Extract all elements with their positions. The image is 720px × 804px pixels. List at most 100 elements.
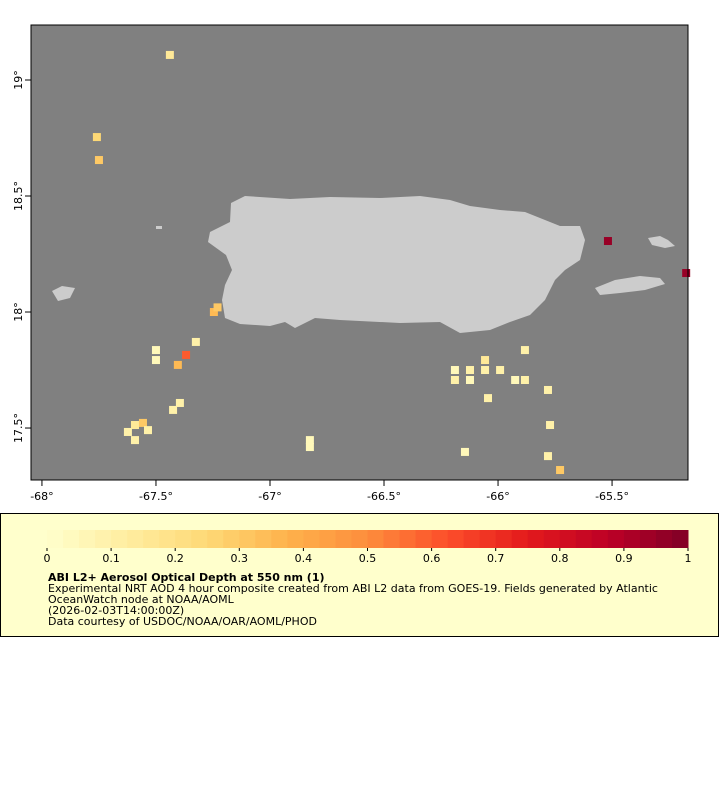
colorbar-step: [159, 530, 176, 548]
colorbar-step: [127, 530, 144, 548]
aod-cell: [543, 385, 552, 394]
aod-cell: [213, 303, 222, 312]
caption-line: OceanWatch node at NOAA/AOML: [48, 593, 235, 606]
aod-cell: [165, 50, 174, 59]
colorbar-step: [479, 530, 497, 548]
colorbar-step: [399, 530, 417, 548]
aod-cell: [465, 366, 474, 375]
aod-cell: [460, 447, 469, 456]
aod-cell: [130, 421, 139, 430]
colorbar-step: [543, 530, 561, 548]
caption-line: Data courtesy of USDOC/NOAA/OAR/AOML/PHO…: [48, 615, 317, 628]
colorbar-step: [591, 530, 609, 548]
x-tick-label: -68°: [30, 490, 53, 503]
colorbar-step: [639, 530, 657, 548]
aod-cell: [465, 375, 474, 384]
aod-cell: [143, 426, 152, 435]
colorbar-step: [335, 530, 352, 548]
aod-cell: [496, 366, 505, 375]
x-tick-label: -67.5°: [139, 490, 173, 503]
x-tick-label: -65.5°: [595, 490, 629, 503]
colorbar-step: [47, 530, 64, 548]
aod-cell: [305, 443, 314, 452]
colorbar-step: [431, 530, 449, 548]
colorbar-step: [191, 530, 208, 548]
colorbar-tick-label: 0.9: [615, 552, 633, 565]
colorbar-step: [207, 530, 224, 548]
y-tick-label: 17.5°: [12, 413, 25, 443]
colorbar-step: [607, 530, 625, 548]
aod-cell: [603, 237, 612, 246]
colorbar-step: [623, 530, 641, 548]
aod-cell: [543, 452, 552, 461]
legend-title: ABI L2+ Aerosol Optical Depth at 550 nm …: [48, 571, 325, 584]
colorbar-tick-label: 0.1: [102, 552, 120, 565]
land: [52, 196, 675, 333]
colorbar-tick-label: 0: [44, 552, 51, 565]
desecheo: [156, 226, 162, 229]
colorbar-step: [111, 530, 128, 548]
aod-cell: [682, 269, 691, 278]
colorbar-step: [351, 530, 368, 548]
aod-cell: [305, 436, 314, 445]
aod-cell: [484, 394, 493, 403]
colorbar-step: [367, 530, 385, 548]
colorbar-step: [63, 530, 80, 548]
culebra: [648, 236, 675, 248]
mona: [52, 286, 75, 301]
aod-cell: [511, 375, 520, 384]
aod-cell: [138, 418, 147, 427]
colorbar-step: [415, 530, 433, 548]
aod-cell: [151, 346, 160, 355]
colorbar-step: [559, 530, 577, 548]
colorbar-step: [79, 530, 96, 548]
colorbar-step: [527, 530, 545, 548]
caption-line: (2026-02-03T14:00:00Z): [48, 604, 184, 617]
colorbar-tick-label: 0.2: [166, 552, 184, 565]
aod-cell: [175, 398, 184, 407]
aod-cell: [92, 133, 101, 142]
colorbar-step: [239, 530, 256, 548]
colorbar-tick-label: 0.6: [423, 552, 441, 565]
colorbar-step: [255, 530, 272, 548]
aod-cell: [151, 356, 160, 365]
aod-cell: [130, 436, 139, 445]
aod-cell: [169, 405, 178, 414]
caption-line: Experimental NRT AOD 4 hour composite cr…: [48, 582, 658, 595]
colorbar-step: [303, 530, 320, 548]
y-tick-label: 18.5°: [12, 181, 25, 211]
aod-cell: [481, 366, 490, 375]
aod-cell: [520, 375, 529, 384]
colorbar-step: [575, 530, 593, 548]
colorbar-step: [511, 530, 529, 548]
colorbar-step: [463, 530, 481, 548]
aod-cell: [481, 356, 490, 365]
colorbar-tick-label: 0.4: [295, 552, 313, 565]
y-tick-label: 19°: [12, 70, 25, 90]
colorbar-tick-label: 0.3: [231, 552, 249, 565]
colorbar-step: [271, 530, 288, 548]
colorbar-step: [447, 530, 465, 548]
colorbar-step: [655, 530, 673, 548]
aod-cell: [556, 466, 565, 475]
vieques: [595, 276, 665, 295]
aod-cell: [546, 421, 555, 430]
colorbar-step: [143, 530, 160, 548]
aod-cells: [92, 50, 691, 475]
aod-cell: [450, 366, 459, 375]
colorbar-step: [319, 530, 336, 548]
colorbar-tick-label: 0.5: [359, 552, 377, 565]
y-tick-label: 18°: [12, 302, 25, 322]
colorbar-tick-label: 0.7: [487, 552, 505, 565]
colorbar-step: [287, 530, 304, 548]
colorbar-step: [95, 530, 112, 548]
x-tick-label: -67°: [258, 490, 281, 503]
colorbar-step: [495, 530, 513, 548]
colorbar-step: [175, 530, 192, 548]
aod-cell: [94, 156, 103, 165]
colorbar-tick-label: 0.8: [551, 552, 569, 565]
aod-cell: [209, 308, 218, 317]
x-tick-label: -66.5°: [367, 490, 401, 503]
x-tick-label: -66°: [486, 490, 509, 503]
colorbar-tick-label: 1: [685, 552, 692, 565]
